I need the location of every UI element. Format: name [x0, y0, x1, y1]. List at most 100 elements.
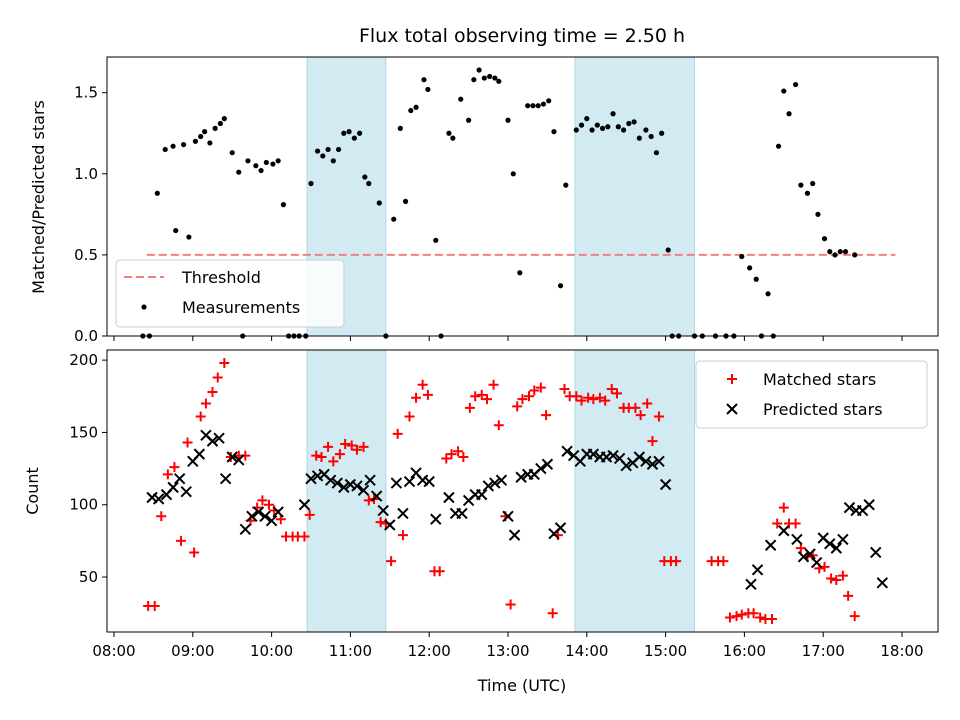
threshold-legend-label: Threshold: [181, 268, 261, 287]
x-tick-label: 11:00: [329, 642, 372, 660]
matched-star-point: [635, 410, 646, 421]
matched-star-point: [375, 517, 386, 528]
matched-star-point: [790, 518, 801, 529]
x-tick-label: 16:00: [723, 642, 766, 660]
predicted-star-point: [364, 474, 376, 486]
matched-legend-swatch: [727, 374, 737, 384]
matched-star-point: [149, 600, 160, 611]
predicted-star-point: [173, 473, 186, 485]
matched-legend-label: Matched stars: [763, 370, 876, 389]
matched-star-point: [600, 395, 611, 406]
measurement-point: [610, 111, 616, 117]
predicted-legend-swatch: [726, 403, 738, 415]
measurement-point: [356, 130, 363, 136]
measurement-point: [212, 125, 218, 131]
measurement-point: [832, 252, 838, 258]
measurement-point: [648, 133, 654, 140]
predicted-star-point: [830, 542, 843, 554]
predicted-star-point: [495, 474, 508, 486]
matched-star-point: [724, 612, 735, 623]
matched-star-point: [476, 389, 487, 400]
matched-star-point: [547, 608, 558, 619]
matched-star-point: [647, 436, 658, 447]
predicted-star-point: [357, 484, 370, 496]
measurement-point: [620, 127, 627, 133]
measurement-point: [450, 135, 456, 141]
bottom-legend-box: [695, 360, 928, 429]
measurement-point: [376, 200, 382, 206]
measurements-legend-label: Measurements: [182, 298, 300, 317]
measurement-point: [525, 103, 531, 109]
matched-star-point: [541, 410, 552, 421]
predicted-star-point: [751, 564, 764, 576]
x-tick-label: 18:00: [880, 642, 923, 660]
matched-star-point: [299, 531, 310, 542]
predicted-star-point: [298, 499, 311, 511]
matched-star-point: [731, 611, 742, 622]
predicted-star-point: [456, 507, 468, 520]
matched-star-point: [340, 439, 351, 449]
matched-star-point: [766, 613, 777, 624]
matched-star-point: [446, 449, 457, 460]
predicted-star-point: [206, 435, 219, 447]
matched-star-point: [642, 398, 653, 409]
bottom-panel: 08:00 09:00 10:00 11:00 12:00 13:00 14:00 15:00…: [23, 349, 939, 695]
measurement-point: [810, 180, 816, 187]
predicted-star-point: [152, 493, 165, 505]
measurement-point: [804, 190, 811, 196]
predicted-star-point: [646, 458, 659, 470]
predicted-star-point: [403, 475, 416, 488]
measurement-point: [563, 182, 569, 188]
predicted-star-point: [233, 454, 245, 466]
predicted-star-point: [213, 432, 225, 444]
measurement-point: [492, 75, 498, 81]
x-tick-label: 08:00: [92, 642, 135, 660]
bottom-y-tick-label: 200: [69, 351, 98, 369]
measurement-point: [433, 237, 439, 243]
matched-star-point: [453, 446, 464, 457]
measurement-point: [753, 276, 759, 282]
measurement-point: [341, 130, 347, 136]
predicted-star-point: [876, 577, 889, 589]
matched-star-point: [263, 499, 274, 510]
measurement-point: [446, 130, 452, 136]
top-legend: Threshold Measurements: [115, 259, 345, 328]
matched-star-point: [162, 469, 173, 480]
matched-star-point: [212, 372, 223, 383]
predicted-star-point: [370, 490, 383, 502]
predicted-star-point: [397, 507, 409, 520]
x-tick-label: 13:00: [486, 642, 529, 660]
predicted-star-point: [607, 449, 619, 462]
measurement-point: [221, 116, 227, 122]
x-axis-label: Time (UTC): [477, 676, 566, 695]
predicted-star-point: [180, 486, 192, 498]
predicted-star-point: [226, 451, 238, 463]
measurement-point: [308, 180, 314, 187]
measurement-point: [510, 171, 516, 177]
measurement-point: [458, 96, 464, 102]
measurement-point: [599, 125, 606, 131]
measurement-point: [198, 133, 204, 140]
top-y-tick-label: 0.5: [74, 246, 98, 264]
matched-star-point: [334, 449, 345, 460]
matched-star-point: [612, 388, 623, 399]
measurement-point: [530, 103, 536, 109]
measurement-point: [573, 127, 579, 133]
matched-star-point: [169, 462, 180, 473]
measurement-point: [821, 236, 828, 242]
measurements-legend-swatch: [141, 304, 147, 310]
measurement-point: [551, 129, 557, 135]
matched-star-point: [200, 398, 211, 409]
matched-star-point: [182, 437, 193, 448]
measurement-point: [170, 143, 176, 149]
measurement-point: [270, 161, 276, 167]
matched-star-point: [458, 452, 469, 463]
predicted-star-point: [167, 481, 179, 494]
predicted-star-point: [489, 477, 501, 489]
predicted-star-point: [843, 501, 856, 514]
predicted-star-point: [837, 533, 849, 546]
matched-star-point: [606, 384, 617, 395]
measurement-point: [275, 158, 281, 164]
predicted-star-point: [259, 510, 271, 523]
